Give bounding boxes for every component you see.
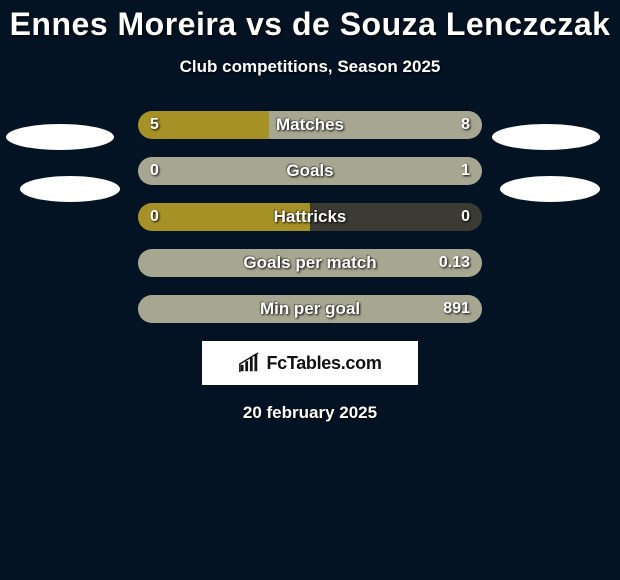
bar-right	[269, 111, 482, 139]
decor-ellipse	[492, 124, 600, 150]
page-title: Ennes Moreira vs de Souza Lenczczak	[0, 0, 620, 43]
bar-chart-icon	[238, 352, 260, 374]
decor-ellipse	[20, 176, 120, 202]
bar-right	[138, 249, 482, 277]
logo-text: FcTables.com	[266, 353, 381, 374]
decor-ellipse	[500, 176, 600, 202]
stat-row: Hattricks00	[0, 203, 620, 231]
bar-left	[138, 111, 269, 139]
bar-track	[138, 203, 482, 231]
bar-track	[138, 157, 482, 185]
decor-ellipse	[6, 124, 114, 150]
stat-row: Goals per match0.13	[0, 249, 620, 277]
subtitle: Club competitions, Season 2025	[0, 57, 620, 77]
stat-row: Min per goal891	[0, 295, 620, 323]
bar-track	[138, 249, 482, 277]
bar-track	[138, 295, 482, 323]
footer-date: 20 february 2025	[0, 403, 620, 423]
bar-left	[138, 203, 310, 231]
source-logo: FcTables.com	[202, 341, 418, 385]
bar-right	[138, 295, 482, 323]
bar-right	[138, 157, 482, 185]
bar-track	[138, 111, 482, 139]
